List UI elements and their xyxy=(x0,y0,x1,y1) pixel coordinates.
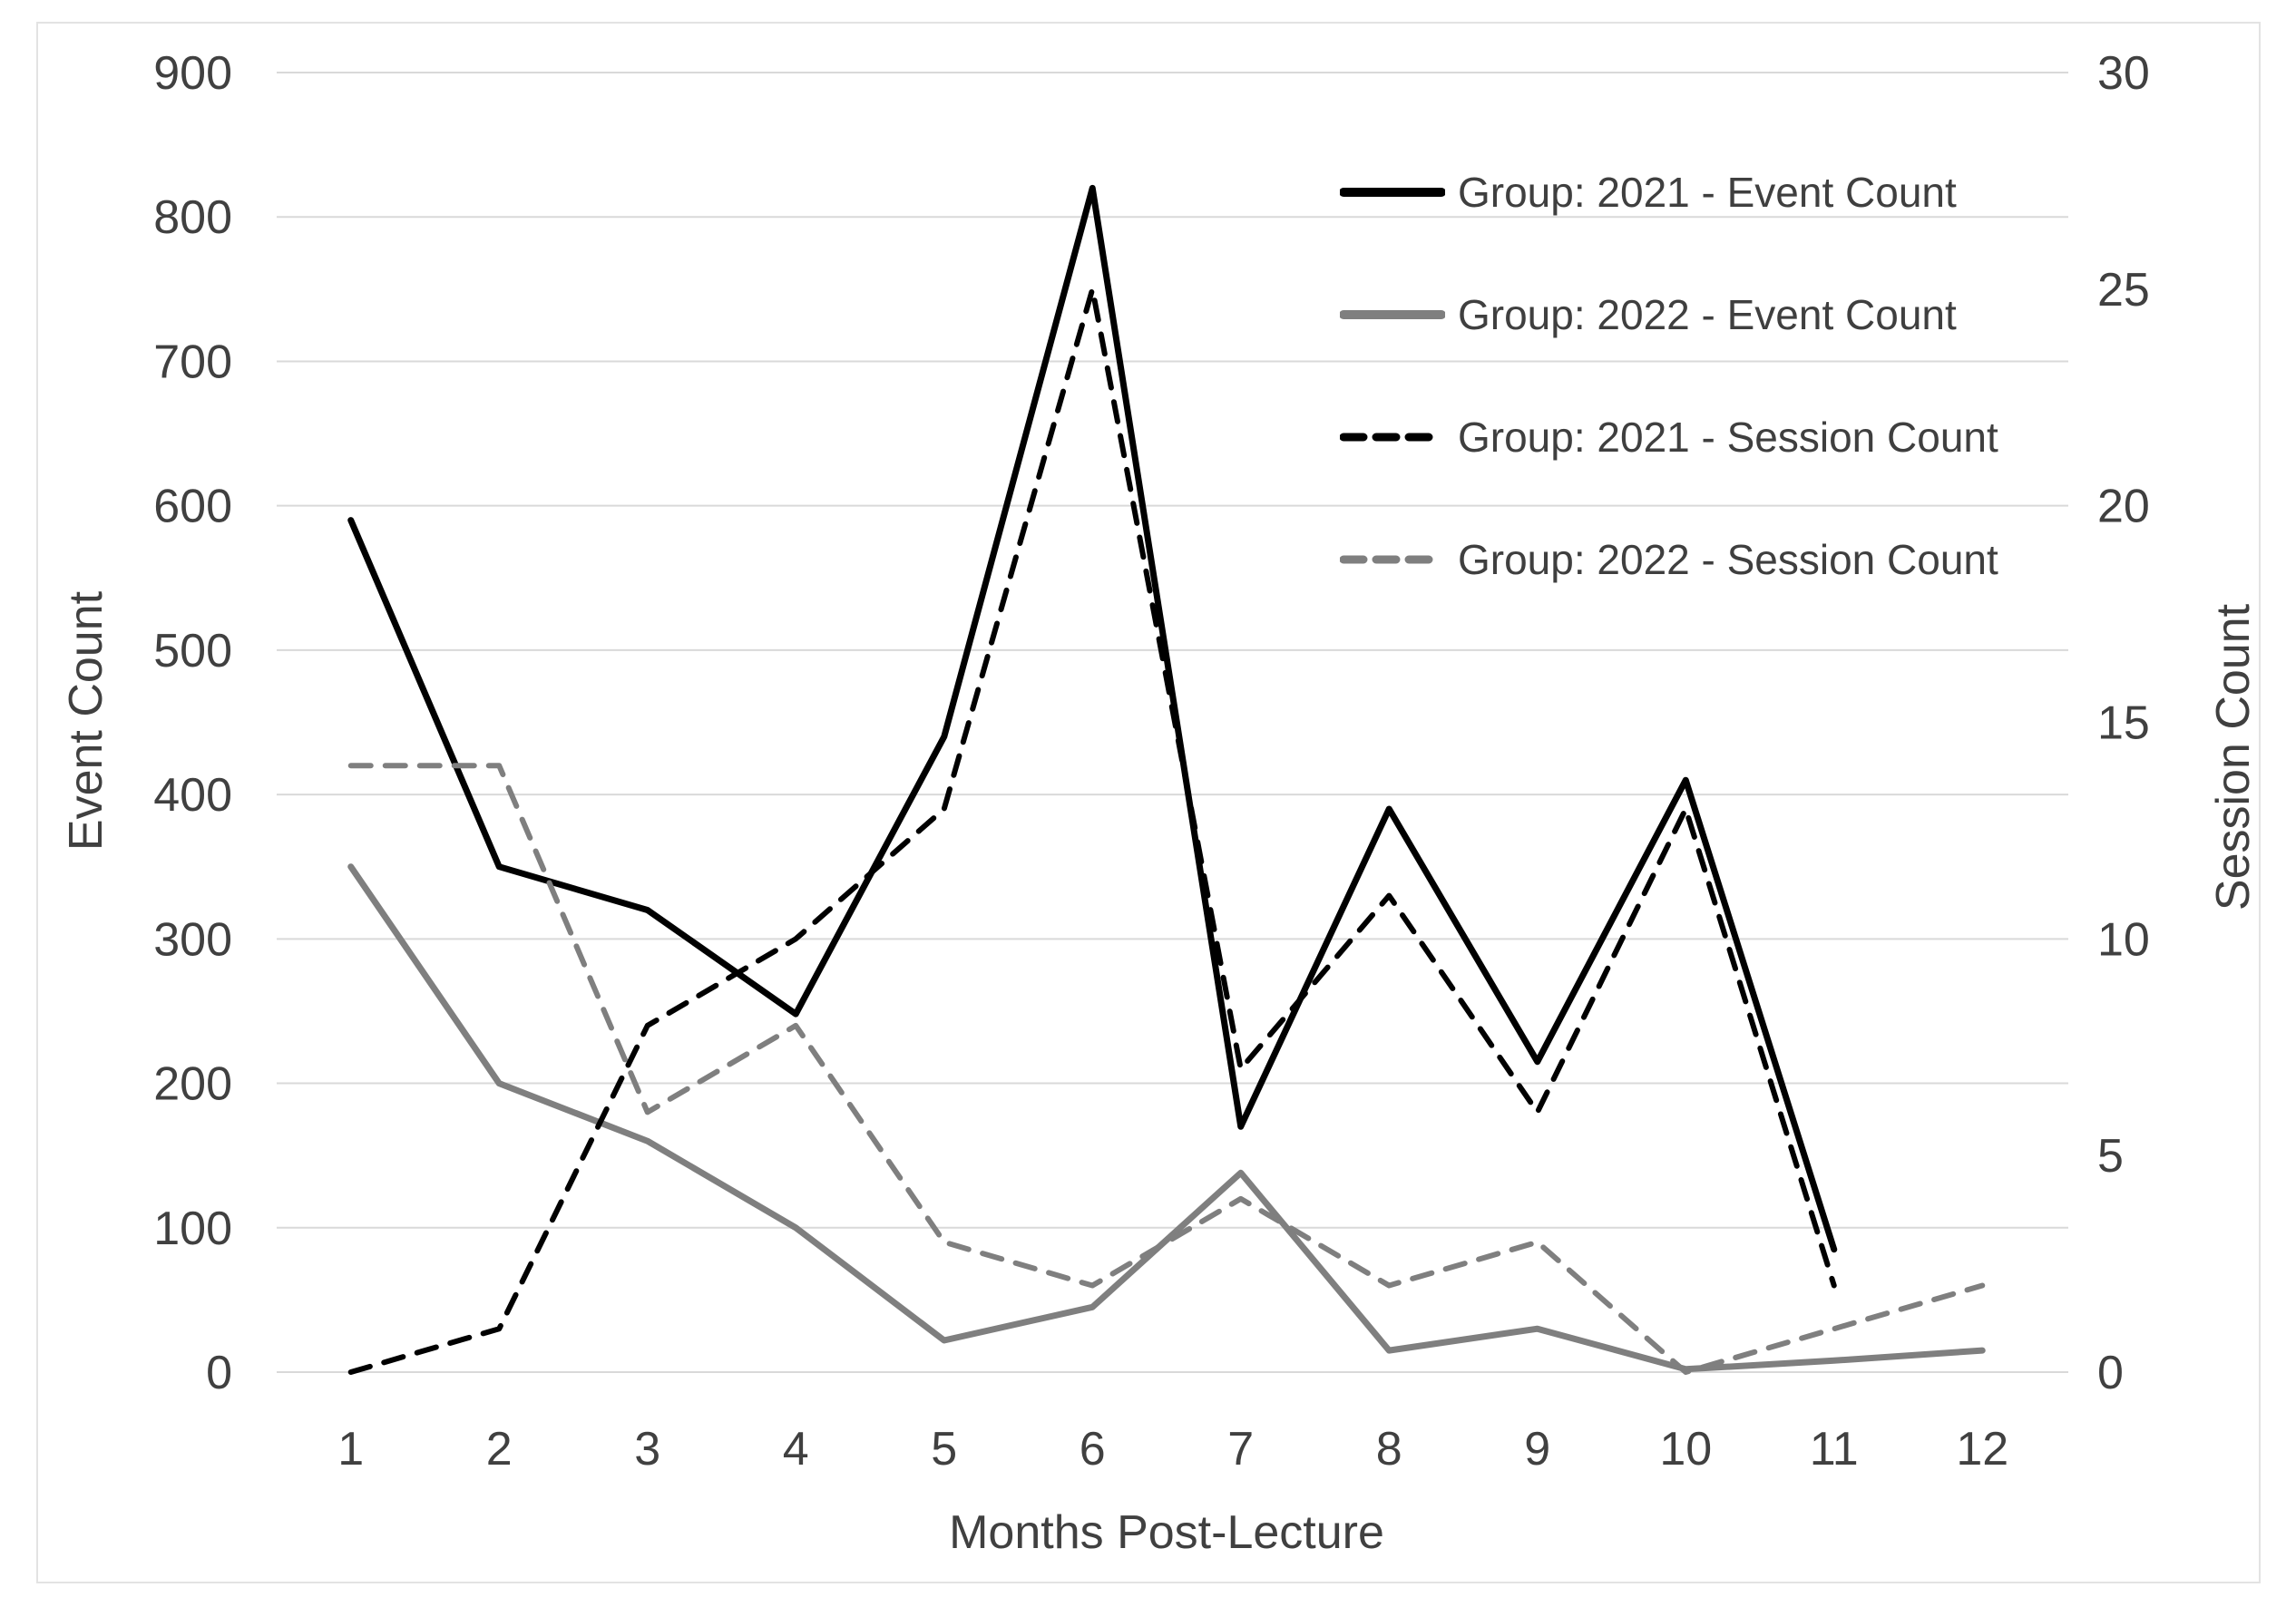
x-axis-tick-label: 11 xyxy=(1810,1423,1859,1476)
legend-line-sample xyxy=(1340,188,1445,197)
x-axis-tick-label: 8 xyxy=(1376,1423,1402,1476)
legend-label: Group: 2022 - Event Count xyxy=(1458,291,1957,338)
x-axis-tick-label: 9 xyxy=(1524,1423,1550,1476)
left-axis-tick-label: 500 xyxy=(153,625,232,677)
x-axis-title: Months Post-Lecture xyxy=(949,1506,1384,1559)
x-axis-tick-label: 10 xyxy=(1659,1423,1712,1476)
legend-label: Group: 2022 - Session Count xyxy=(1458,536,1998,583)
legend-line-sample xyxy=(1340,310,1445,319)
left-axis-tick-label: 400 xyxy=(153,769,232,822)
series-line-0 xyxy=(347,184,1838,1253)
y-axis-title-left: Event Count xyxy=(60,590,112,852)
legend-item-1: Group: 2022 - Event Count xyxy=(1340,287,1957,342)
legend-item-3: Group: 2022 - Session Count xyxy=(1340,532,1998,587)
left-axis-tick-label: 100 xyxy=(153,1203,232,1255)
left-axis-tick-label: 600 xyxy=(153,481,232,533)
legend-item-2: Group: 2021 - Session Count xyxy=(1340,410,1998,464)
x-axis-tick-label: 3 xyxy=(634,1423,660,1476)
y-axis-title-right: Session Count xyxy=(2207,603,2260,911)
x-axis-tick-label: 4 xyxy=(783,1423,809,1476)
figure-border xyxy=(36,22,2261,1583)
left-axis-tick-label: 800 xyxy=(153,191,232,244)
right-axis-tick-label: 20 xyxy=(2097,481,2150,533)
right-axis-tick-label: 25 xyxy=(2097,264,2150,317)
x-axis-tick-label: 1 xyxy=(337,1423,364,1476)
legend-line-sample xyxy=(1340,555,1445,564)
x-axis-tick-label: 7 xyxy=(1227,1423,1254,1476)
x-axis-tick-label: 2 xyxy=(486,1423,513,1476)
series-line-3 xyxy=(347,763,1986,1375)
right-axis-tick-label: 15 xyxy=(2097,697,2150,750)
series-line-2 xyxy=(347,286,1837,1375)
x-axis-tick-label: 5 xyxy=(931,1423,957,1476)
left-axis-tick-label: 200 xyxy=(153,1058,232,1111)
x-axis-tick-label: 12 xyxy=(1956,1423,2008,1476)
gridlines xyxy=(277,72,2068,1373)
left-axis-tick-label: 700 xyxy=(153,336,232,388)
right-axis-tick-label: 10 xyxy=(2097,913,2150,966)
left-axis-tick-label: 300 xyxy=(153,913,232,966)
legend-label: Group: 2021 - Session Count xyxy=(1458,414,1998,461)
x-axis-tick-label: 6 xyxy=(1080,1423,1106,1476)
legend-label: Group: 2021 - Event Count xyxy=(1458,169,1957,216)
legend-line-sample xyxy=(1340,433,1445,442)
legend-item-0: Group: 2021 - Event Count xyxy=(1340,165,1957,219)
right-axis-tick-label: 30 xyxy=(2097,47,2150,100)
series-line-1 xyxy=(347,863,1986,1373)
left-axis-tick-label: 0 xyxy=(206,1347,232,1399)
left-axis-tick-label: 900 xyxy=(153,47,232,100)
right-axis-tick-label: 0 xyxy=(2097,1347,2124,1399)
right-axis-tick-label: 5 xyxy=(2097,1130,2124,1183)
